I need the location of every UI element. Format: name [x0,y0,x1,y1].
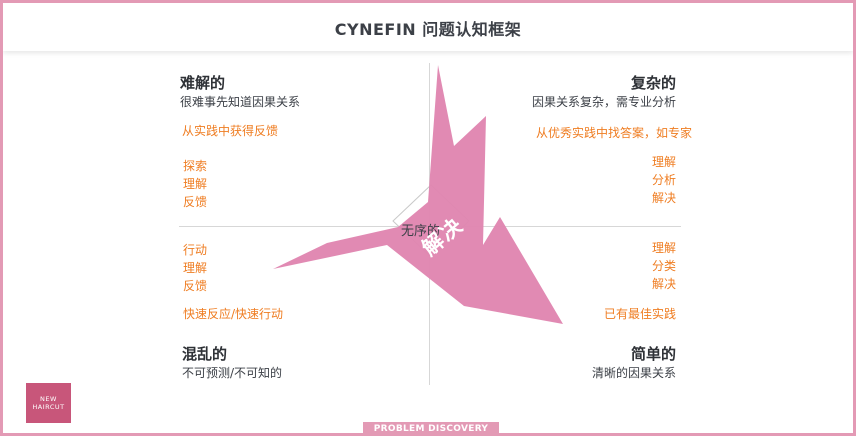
disorder-label: 无序的 [401,224,441,239]
logo-line: NEW [40,395,57,403]
step: 反馈 [183,279,208,293]
quadrant-subtitle: 清晰的因果关系 [591,366,676,380]
quadrant-steps: 行动 理解 反馈 [183,241,207,295]
quadrant-simple: 简单的 清晰的因果关系 [592,344,676,382]
solve-arrow [273,65,563,324]
page-title: CYNEFIN 问题认知框架 [334,20,522,39]
quadrant-title: 难解的 [180,74,226,92]
step: 分析 [651,173,676,187]
quadrant-subtitle: 很难事先知道因果关系 [180,95,301,109]
step: 理解 [651,241,676,255]
quadrant-strategy: 已有最佳实践 [603,307,676,321]
step: 理解 [651,155,676,169]
footer-tab: PROBLEM DISCOVERY [363,422,499,433]
quadrant-steps: 理解 分类 解决 [652,239,676,293]
quadrant-strategy: 快速反应/快速行动 [183,307,284,321]
logo-line: HAIRCUT [32,403,65,411]
quadrant-steps: 探索 理解 反馈 [183,157,207,211]
quadrant-strategy: 从实践中获得反馈 [182,124,279,138]
step: 探索 [183,159,208,173]
step: 行动 [183,243,208,257]
step: 理解 [183,261,208,275]
step: 解决 [651,191,676,205]
step: 解决 [651,277,676,291]
title-band: CYNEFIN 问题认知框架 [3,3,853,51]
quadrant-strategy: 从优秀实践中找答案，如专家 [535,126,692,140]
cynefin-diagram [273,65,563,324]
quadrant-title: 复杂的 [630,74,676,92]
quadrant-complex: 难解的 很难事先知道因果关系 [180,73,300,111]
brand-logo: NEW HAIRCUT [26,383,71,423]
quadrant-title: 混乱的 [182,345,228,363]
quadrant-subtitle: 因果关系复杂，需专业分析 [531,95,676,109]
quadrant-title: 简单的 [630,345,676,363]
quadrant-subtitle: 不可预测/不可知的 [182,366,283,380]
step: 理解 [183,177,208,191]
quadrant-steps: 理解 分析 解决 [652,153,676,207]
step: 反馈 [183,195,208,209]
quadrant-complicated: 复杂的 因果关系复杂，需专业分析 [532,73,676,111]
step: 分类 [651,259,676,273]
quadrant-chaotic: 混乱的 不可预测/不可知的 [182,344,282,382]
